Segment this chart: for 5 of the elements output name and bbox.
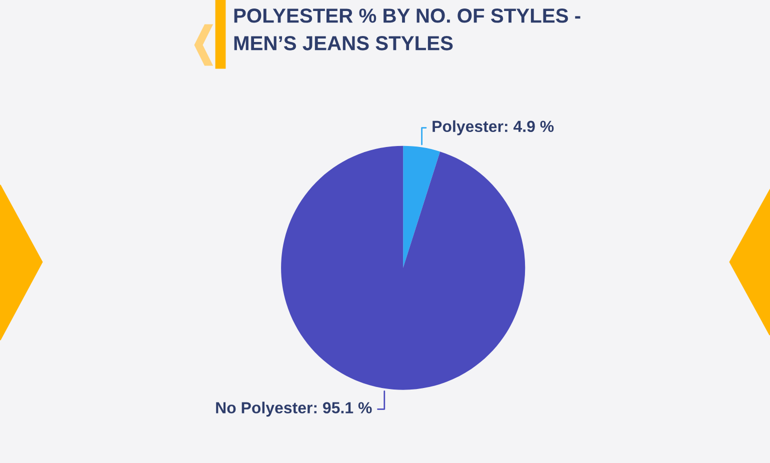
pie-slice [281, 146, 526, 390]
slice-label: No Polyester: 95.1 % [216, 402, 372, 417]
chart-title: POLYESTER % BY NO. OF STYLES - MEN’S JEANS STYLES [234, 8, 580, 50]
slice-label: Polyester: 4.9 % [432, 120, 554, 136]
pie-slice [403, 146, 440, 268]
